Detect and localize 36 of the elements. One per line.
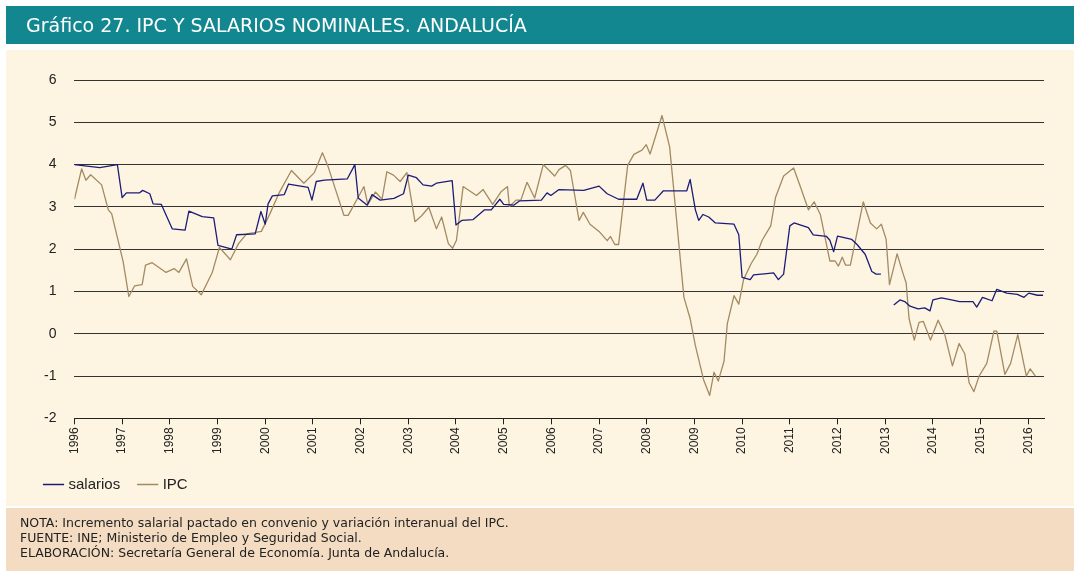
legend-label: salarios [68,474,121,492]
y-tick-label: 5 [48,113,57,130]
x-tick-label: 2009 [686,426,701,455]
text: ELABORACIÓN: Secretaría General de Economía. Junta de Andalucía. [20,545,451,560]
x-tick-label: 2012 [829,426,844,455]
x-tick-label: 2000 [257,426,272,455]
x-tick-label: 2005 [495,426,510,455]
x-tick-label: 1997 [114,426,129,455]
x-tick-label: 1998 [162,426,177,455]
y-tick-label: -2 [44,409,57,426]
chart-title: Gráfico 27. IPC Y SALARIOS NOMINALES. ANDALUCÍA [6,6,1074,44]
y-tick-label: 6 [48,70,57,87]
x-tick-label: 2003 [400,426,415,455]
x-tick-label: 2014 [925,426,940,455]
y-tick-label: 0 [48,324,57,341]
x-tick-label: 1996 [66,426,81,455]
source-note: FUENTE: INE; Ministerio de Empleo y Seguridad Social. [20,530,363,545]
x-tick-label: 2013 [877,426,892,455]
x-tick-label: 2011 [782,426,797,454]
y-tick-label: 4 [48,155,57,172]
x-tick-label: 2007 [591,426,606,455]
x-tick-label: 1999 [209,426,224,455]
y-tick-label: 3 [48,197,57,214]
text: NOTA: Incremento salarial pactado en convenio y variación interanual del IPC. [20,515,510,530]
y-tick-label: -1 [44,366,57,383]
y-tick-label: 1 [48,282,57,299]
x-tick-label: 2001 [305,426,320,455]
y-tick-label: 2 [48,240,57,257]
x-tick-label: 2002 [352,426,367,455]
x-tick-label: 2008 [639,426,654,455]
x-tick-label: 2015 [972,426,987,455]
x-tick-label: 2016 [1020,426,1035,455]
x-tick-label: 2006 [543,426,558,455]
x-tick-label: 2004 [448,426,463,455]
legend-label: IPC [162,474,188,492]
x-tick-label: 2010 [734,426,749,455]
